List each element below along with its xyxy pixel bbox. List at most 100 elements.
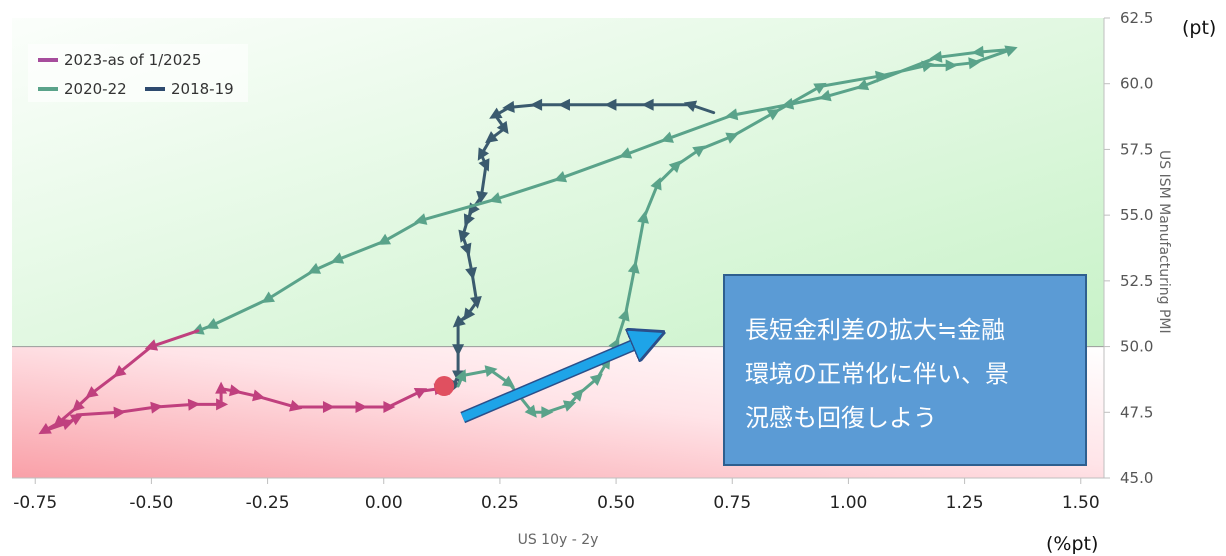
series-point-2020-22 [414,213,428,225]
series-point-2020-22 [205,317,219,329]
series-point-2018-19 [530,98,543,111]
series-point-2018-19 [463,307,476,321]
series-point-2020-22 [929,50,943,63]
series-point-2020-22 [945,59,958,72]
series-point-2020-22 [668,160,682,173]
series-point-2020-22 [524,404,537,418]
x-axis-title: US 10y - 2y [518,532,599,548]
x-tick-label: -0.50 [129,493,173,513]
series-point-2020-22 [781,97,795,110]
series-point-2020-22 [692,145,706,158]
legend: 2023-as of 1/2025 2020-22 2018-19 [28,44,248,102]
series-point-2023-as-of-1-2025 [355,401,368,414]
series-point-2018-19 [604,98,617,111]
series-point-2023-as-of-1-2025 [144,339,159,351]
y-tick-label: 60.0 [1120,75,1153,93]
y-tick-label: 57.5 [1120,140,1153,158]
series-point-2020-22 [618,308,630,322]
series-point-2018-19 [489,107,503,119]
series-point-2020-22 [627,260,640,274]
series-point-2023-as-of-1-2025 [216,398,229,411]
series-point-2023-as-of-1-2025 [69,414,84,426]
series-point-2020-22 [330,252,345,264]
y-unit-label: (pt) [1182,17,1216,39]
y-tick-label: 52.5 [1120,272,1153,290]
series-point-2020-22 [377,233,392,245]
series-point-2018-19 [641,98,654,111]
series-point-2018-19 [452,315,466,328]
annotation-line-3: 況感も回復しよう [745,404,937,432]
series-point-2018-19 [557,98,570,111]
series-point-2023-as-of-1-2025 [150,401,163,414]
series-point-2023-as-of-1-2025 [413,388,428,399]
y-tick-label: 45.0 [1120,469,1153,487]
series-point-2023-as-of-1-2025 [322,401,335,414]
series-point-2020-22 [921,60,935,73]
series-point-2020-22 [1004,45,1018,57]
y-tick-label: 47.5 [1120,403,1153,421]
series-point-2020-22 [589,373,603,386]
y-tick-label: 62.5 [1120,9,1153,27]
series-point-2023-as-of-1-2025 [383,401,396,414]
x-tick-label: 0.00 [365,493,403,513]
annotation-line-1: 長短金利差の拡大≒金融 [745,316,1006,344]
series-point-2020-22 [637,210,649,224]
latest-point-marker [434,376,455,396]
x-tick-label: 0.25 [481,493,519,513]
series-point-2023-as-of-1-2025 [215,381,228,394]
y-tick-label: 50.0 [1120,338,1153,356]
tick-layer: -0.75 -0.50 -0.25 0.00 0.25 0.50 0.75 1.00 1.25 1… [13,9,1153,513]
series-point-2023-as-of-1-2025 [53,414,67,428]
series-point-2020-22 [488,192,502,204]
x-tick-label: 0.50 [597,493,635,513]
x-tick-label: 0.75 [713,493,751,513]
series-point-2020-22 [261,291,275,303]
series-point-2023-as-of-1-2025 [229,384,242,397]
x-tick-label: 1.50 [1062,493,1100,513]
series-point-2018-19 [477,147,490,161]
legend-label: 2023-as of 1/2025 [64,51,201,69]
legend-label: 2020-22 [64,80,127,98]
series-point-2018-19 [476,190,488,204]
series-point-2020-22 [725,108,739,121]
series-layer [38,45,1018,435]
series-point-2023-as-of-1-2025 [113,406,126,419]
series-point-2018-19 [683,100,698,113]
series-point-2023-as-of-1-2025 [71,399,85,412]
series-point-2020-22 [571,388,584,402]
series-point-2023-as-of-1-2025 [187,398,201,411]
x-tick-label: 1.00 [829,493,867,513]
series-point-2023-as-of-1-2025 [85,386,99,399]
annotation-box: 長短金利差の拡大≒金融 環境の正常化に伴い、景 況感も回復しよう [723,274,1087,466]
annotation-line-2: 環境の正常化に伴い、景 [745,360,1009,388]
x-unit-label: (%pt) [1046,533,1098,555]
trend-arrow [460,339,649,422]
series-point-2020-22 [725,132,739,144]
series-point-2020-22 [553,170,568,183]
series-point-2020-22 [813,82,827,95]
series-point-2020-22 [484,365,498,378]
series-point-2020-22 [874,70,888,83]
series-point-2020-22 [541,406,554,419]
series-point-2023-as-of-1-2025 [252,389,266,402]
series-point-2023-as-of-1-2025 [113,365,127,378]
y-axis-title: US ISM Manufacturing PMI [1156,150,1172,334]
series-point-2018-19 [502,100,515,113]
series-point-2020-22 [855,78,870,91]
trend-arrow-layer [460,339,649,424]
series-point-2018-19 [452,344,465,357]
series-point-2018-19 [496,120,509,135]
x-tick-label: -0.25 [246,493,290,513]
series-point-2018-19 [460,242,472,256]
series-point-2018-19 [478,158,490,172]
y-tick-label: 55.0 [1120,206,1153,224]
series-point-2020-22 [660,131,674,143]
series-point-2023-as-of-1-2025 [61,418,75,431]
series-point-2020-22 [971,45,985,58]
series-point-2020-22 [766,109,781,121]
series-point-2020-22 [307,262,322,274]
series-point-2020-22 [968,57,981,70]
series-point-2018-19 [458,229,470,243]
legend-background [28,44,248,102]
series-point-2020-22 [618,147,633,159]
